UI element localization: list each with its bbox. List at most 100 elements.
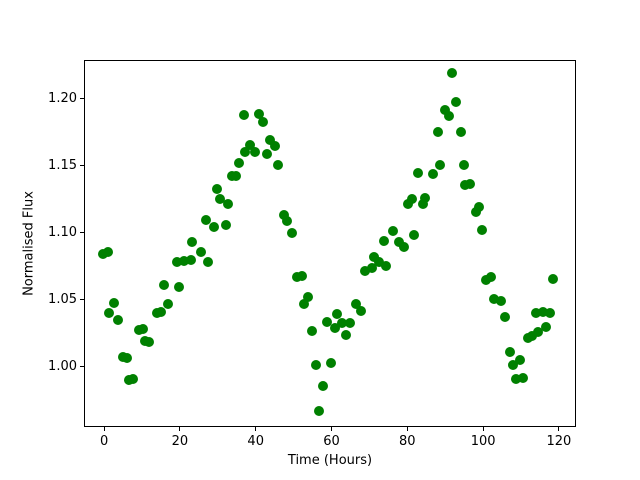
- data-point: [504, 346, 515, 357]
- y-tick-label: 1.05: [48, 291, 77, 307]
- data-point: [215, 194, 226, 205]
- data-point: [318, 381, 329, 392]
- data-point: [379, 235, 390, 246]
- x-tick-label: 60: [323, 434, 340, 449]
- data-point: [527, 331, 538, 342]
- data-point: [368, 251, 379, 262]
- x-tick-label: 0: [99, 434, 109, 449]
- data-point: [257, 116, 268, 127]
- data-point: [511, 373, 522, 384]
- data-point: [531, 308, 542, 319]
- data-point: [326, 358, 337, 369]
- data-point: [265, 135, 276, 146]
- plot-area: [84, 60, 576, 427]
- data-point: [451, 97, 462, 108]
- data-point: [299, 298, 310, 309]
- data-point: [409, 229, 420, 240]
- x-tick-mark: [482, 427, 484, 431]
- y-tick-mark: [80, 165, 84, 167]
- data-point: [240, 146, 251, 157]
- y-tick-label: 1.15: [48, 157, 77, 173]
- data-point: [220, 220, 231, 231]
- y-tick-mark: [80, 98, 84, 100]
- data-point: [344, 318, 355, 329]
- data-point: [495, 295, 506, 306]
- data-point: [517, 372, 528, 383]
- data-point: [185, 254, 196, 265]
- data-point: [515, 355, 526, 366]
- data-point: [212, 183, 223, 194]
- data-point: [545, 308, 556, 319]
- data-point: [447, 67, 458, 78]
- data-point: [322, 317, 333, 328]
- y-tick-label: 1.10: [48, 224, 77, 240]
- data-point: [380, 261, 391, 272]
- data-point: [311, 360, 322, 371]
- data-point: [500, 311, 511, 322]
- data-point: [239, 110, 250, 121]
- data-point: [406, 194, 417, 205]
- data-point: [127, 373, 138, 384]
- data-point: [104, 307, 115, 318]
- data-point: [261, 148, 272, 159]
- x-tick-mark: [558, 427, 560, 431]
- data-point: [538, 306, 549, 317]
- data-point: [394, 237, 405, 248]
- x-tick-label: 100: [470, 434, 496, 449]
- x-tick-mark: [179, 427, 181, 431]
- data-point: [351, 298, 362, 309]
- data-point: [278, 210, 289, 221]
- x-tick-mark: [255, 427, 257, 431]
- data-point: [485, 272, 496, 283]
- data-point: [302, 292, 313, 303]
- data-point: [231, 170, 242, 181]
- data-point: [366, 263, 377, 274]
- data-point: [548, 274, 559, 285]
- data-point: [307, 326, 318, 337]
- data-point: [245, 140, 256, 151]
- data-point: [156, 306, 167, 317]
- y-tick-label: 1.20: [48, 90, 77, 106]
- y-tick-label: 1.00: [48, 358, 77, 374]
- data-point: [172, 256, 183, 267]
- data-point: [360, 266, 371, 277]
- x-tick-mark: [103, 427, 105, 431]
- data-point: [102, 247, 113, 258]
- y-tick-mark: [80, 366, 84, 368]
- x-tick-label: 40: [247, 434, 264, 449]
- data-point: [420, 192, 430, 203]
- data-point: [222, 199, 233, 210]
- x-tick-mark: [331, 427, 333, 431]
- data-point: [387, 225, 398, 236]
- data-point: [314, 405, 325, 416]
- data-point: [203, 257, 214, 268]
- data-point: [122, 352, 133, 363]
- data-point: [443, 111, 454, 122]
- x-tick-label: 80: [399, 434, 416, 449]
- data-point: [440, 104, 451, 115]
- data-point: [254, 109, 265, 120]
- data-point: [287, 227, 298, 238]
- y-tick-mark: [80, 232, 84, 234]
- data-point: [355, 306, 366, 317]
- data-point: [412, 167, 423, 178]
- data-point: [488, 293, 499, 304]
- data-point: [427, 169, 438, 180]
- data-point: [464, 178, 475, 189]
- x-axis-label: Time (Hours): [287, 453, 373, 468]
- data-point: [540, 321, 551, 332]
- y-tick-mark: [80, 299, 84, 301]
- data-point: [174, 282, 185, 293]
- y-axis-label: Normalised Flux: [21, 191, 37, 296]
- data-point: [341, 330, 352, 341]
- data-point: [533, 326, 544, 337]
- data-point: [434, 160, 445, 171]
- data-point: [473, 201, 484, 212]
- x-tick-mark: [406, 427, 408, 431]
- data-point: [196, 247, 207, 257]
- x-tick-label: 20: [171, 434, 189, 449]
- data-point: [418, 198, 429, 209]
- data-point: [470, 206, 481, 217]
- data-point: [186, 236, 197, 247]
